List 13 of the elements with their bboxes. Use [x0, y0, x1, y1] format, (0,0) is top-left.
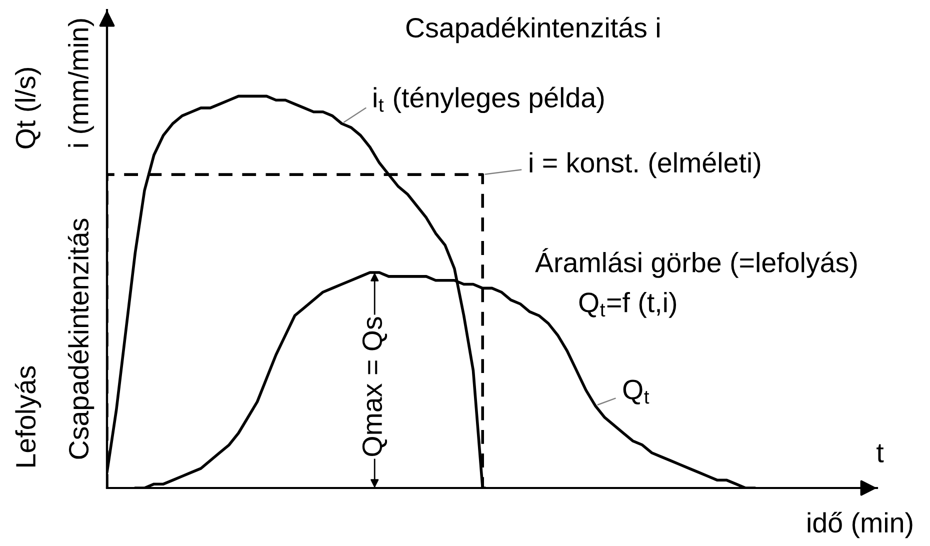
chart-title: Csapadékintenzitás i	[406, 16, 660, 44]
text: Lefolyás	[14, 366, 42, 466]
series-label: i$_{t}$ (tényleges példa)	[374, 86, 604, 114]
text: Qt (l/s)	[15, 68, 41, 148]
series-label: i = konst. (elméleti)	[530, 152, 760, 178]
annotation: Q$_{t}$=f (t,i)	[579, 292, 676, 318]
annotation: Qmax = Qs	[362, 317, 388, 456]
annotation: Áramlási görbe (=lefolyás)	[535, 248, 857, 278]
annotation: t	[876, 444, 884, 462]
text: Csapadékintenzitás	[68, 218, 94, 459]
text: i (mm/min)	[68, 19, 94, 147]
x-axis-title: idő (min)	[808, 512, 912, 538]
series-label: Q$_{t}$	[623, 380, 650, 404]
